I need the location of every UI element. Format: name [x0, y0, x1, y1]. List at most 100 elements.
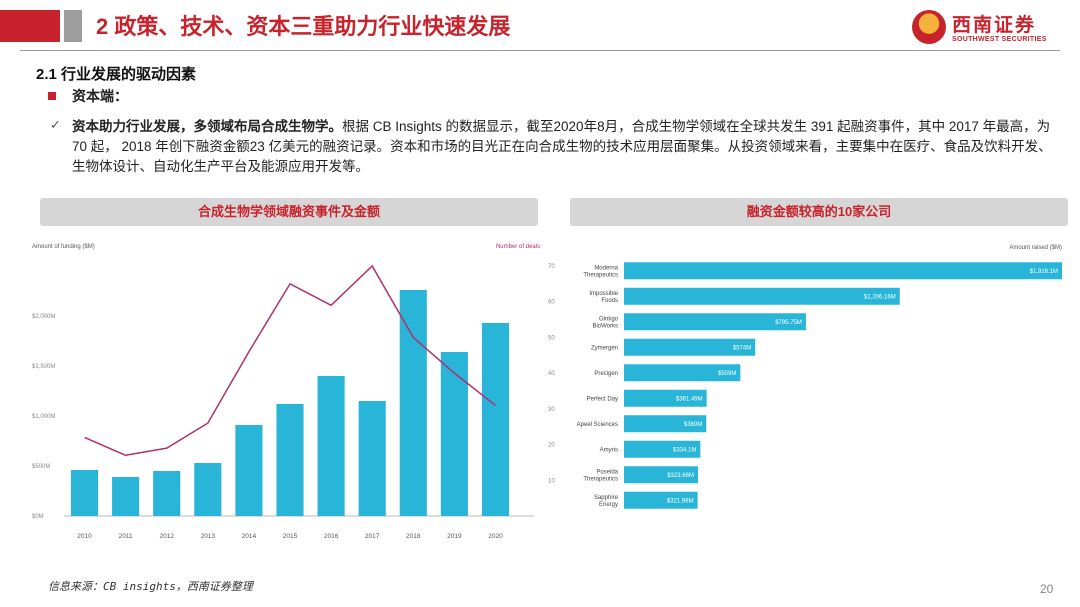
company-bar — [624, 313, 806, 331]
funding-bar — [235, 425, 263, 516]
company-label-line: Sapphire — [594, 495, 619, 501]
right-tick-label: 30 — [548, 407, 555, 413]
right-tick-label: 20 — [548, 443, 555, 449]
company-label-line: Apeel Sciences — [577, 422, 618, 428]
right-tick-label: 60 — [548, 300, 555, 306]
funding-bar — [399, 290, 427, 516]
company-label-line: Zymergen — [591, 345, 618, 351]
header-red-block — [0, 10, 60, 42]
funding-combo-chart: Amount of funding ($M) Number of deals $0M… — [32, 244, 555, 540]
company-bar — [624, 364, 741, 382]
company-label-line: Precigen — [594, 371, 618, 377]
company-bar — [624, 491, 698, 509]
left-axis-label: Amount of funding ($M) — [32, 244, 95, 250]
company-bar — [624, 415, 707, 433]
logo-emblem-icon — [912, 10, 946, 44]
body-paragraph: 资本助力行业发展，多领域布局合成生物学。根据 CB Insights 的数据显示… — [72, 117, 1062, 177]
funding-bar — [70, 470, 99, 516]
bar-value-label: $574M — [733, 345, 751, 351]
company-label-line: Ginkgo — [599, 316, 619, 322]
page-number: 20 — [1040, 582, 1054, 596]
company-label: Poseida Therapeutics — [583, 469, 618, 482]
funding-bar — [194, 463, 222, 516]
funding-bar — [276, 404, 304, 516]
company-label-line: Impossible — [589, 291, 618, 297]
left-tick-label: $500M — [32, 464, 50, 470]
company-bar — [624, 466, 698, 484]
company-label-line: Amyris — [600, 447, 618, 453]
company-label: Apeel Sciences — [577, 422, 618, 428]
company-label-line: BioWorks — [592, 323, 618, 329]
top-companies-bar-chart: Amount raised ($M)Moderna Therapeutics$1,… — [577, 245, 1062, 509]
section-title: 2.1 行业发展的驱动因素 — [36, 66, 197, 83]
square-bullet-icon — [48, 92, 56, 100]
left-tick-label: $1,500M — [32, 364, 55, 370]
left-tick-label: $2,000M — [32, 314, 55, 320]
funding-bar — [358, 401, 386, 516]
company-label: Impossible Foods — [589, 291, 618, 304]
right-tick-label: 70 — [548, 264, 555, 270]
company-label-line: Poseida — [596, 469, 618, 475]
source-note: 信息来源：CB insights，西南证券整理 — [48, 580, 253, 593]
funding-bar — [112, 477, 140, 516]
right-tick-label: 50 — [548, 335, 555, 341]
company-label-line: Therapeutics — [583, 476, 618, 482]
funding-bar — [317, 376, 345, 516]
company-label-line: Perfect Day — [587, 396, 618, 402]
bar-value-label: $361.49M — [676, 396, 703, 402]
company-label-line: Moderna — [594, 265, 618, 271]
paragraph-bold: 资本助力行业发展，多领域布局合成生物学。 — [72, 119, 342, 134]
header-divider — [20, 50, 1060, 51]
logo-name-en: SOUTHWEST SECURITIES — [952, 36, 1047, 43]
company-bar — [624, 287, 900, 305]
company-label: Ginkgo BioWorks — [592, 316, 618, 329]
company-label: Sapphire Energy — [594, 495, 619, 508]
year-tick-label: 2016 — [324, 533, 339, 540]
funding-bar — [153, 471, 181, 516]
deals-line — [84, 264, 496, 457]
right-tick-label: 40 — [548, 371, 555, 377]
company-label-line: Therapeutics — [583, 272, 618, 278]
bar-value-label: $509M — [718, 371, 736, 377]
right-tick-label: 10 — [548, 478, 555, 484]
page-title: 2 政策、技术、资本三重助力行业快速发展 — [96, 14, 511, 39]
year-tick-label: 2014 — [242, 533, 257, 540]
x-axis-label: Amount raised ($M) — [1009, 245, 1062, 251]
company-label-line: Energy — [599, 502, 618, 508]
company-bar — [624, 338, 756, 356]
company-logo: 西南证券 SOUTHWEST SECURITIES — [912, 8, 1052, 48]
bar-value-label: $795.75M — [775, 320, 802, 326]
company-bar — [624, 262, 1062, 280]
funding-bar — [440, 352, 468, 516]
bar-value-label: $321.98M — [667, 498, 694, 504]
year-tick-label: 2010 — [77, 533, 92, 540]
year-tick-label: 2020 — [488, 533, 503, 540]
bar-value-label: $360M — [684, 422, 702, 428]
left-tick-label: $0M — [32, 514, 44, 520]
right-axis-label: Number of deals — [496, 244, 540, 250]
left-panel-title: 合成生物学领域融资事件及金额 — [40, 198, 538, 226]
company-label: Zymergen — [591, 345, 618, 351]
year-tick-label: 2018 — [406, 533, 421, 540]
bar-value-label: $1,916.1M — [1030, 269, 1058, 275]
bar-value-label: $1,206.16M — [864, 294, 896, 300]
year-tick-label: 2011 — [119, 533, 133, 540]
right-panel-title: 融资金额较高的10家公司 — [570, 198, 1068, 226]
year-tick-label: 2015 — [283, 533, 298, 540]
checkmark-icon: ✓ — [50, 117, 61, 132]
bar-value-label: $334.1M — [673, 447, 696, 453]
year-tick-label: 2019 — [447, 533, 462, 540]
paragraph-text: 根据 CB Insights 的数据显示，截至2020年8月，合成生物学领域在全… — [72, 119, 1052, 174]
company-bar — [624, 389, 707, 407]
company-label: Precigen — [594, 371, 618, 377]
company-label-line: Foods — [601, 298, 618, 304]
bullet-label: 资本端： — [72, 88, 128, 104]
left-tick-label: $1,000M — [32, 414, 55, 420]
logo-name-cn: 西南证券 — [952, 14, 1037, 36]
company-bar — [624, 440, 701, 458]
funding-bar — [481, 323, 510, 516]
year-tick-label: 2017 — [365, 533, 380, 540]
year-tick-label: 2013 — [201, 533, 216, 540]
company-label: Amyris — [600, 447, 618, 453]
bar-value-label: $323.66M — [667, 473, 694, 479]
